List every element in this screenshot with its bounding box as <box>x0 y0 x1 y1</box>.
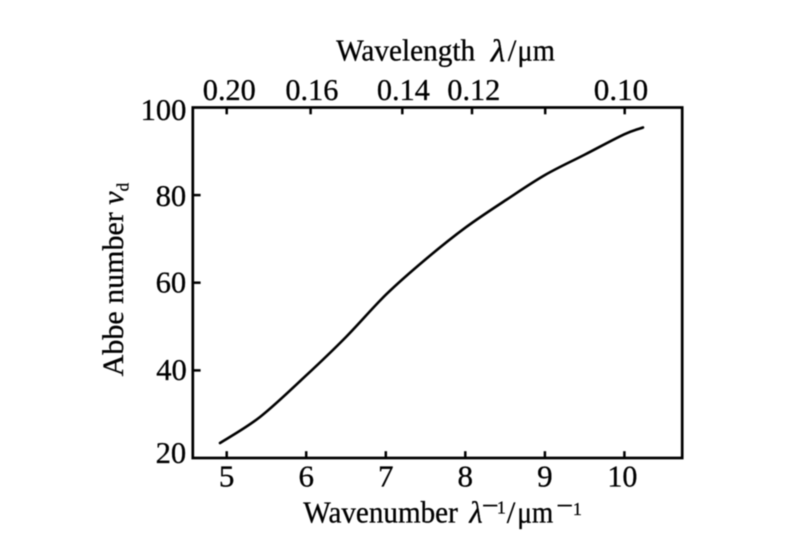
svg-text:5: 5 <box>219 458 235 493</box>
svg-text:60: 60 <box>156 265 187 300</box>
svg-text:Wavelength: Wavelength <box>336 32 475 67</box>
svg-text:0.10: 0.10 <box>594 72 649 107</box>
svg-text:1: 1 <box>497 498 506 518</box>
svg-text:Wavenumber: Wavenumber <box>303 495 458 530</box>
svg-text:−: − <box>482 489 499 522</box>
svg-text:Abbe number νd: Abbe number νd <box>97 182 133 376</box>
svg-text:9: 9 <box>537 458 553 493</box>
svg-text:0.20: 0.20 <box>203 72 256 107</box>
svg-text:7: 7 <box>378 458 394 493</box>
svg-text:/: / <box>507 495 516 530</box>
svg-text:80: 80 <box>156 178 187 213</box>
svg-text:1: 1 <box>573 499 582 519</box>
svg-text:−: − <box>556 489 573 522</box>
svg-text:μm: μm <box>517 495 553 530</box>
svg-text:40: 40 <box>156 352 187 387</box>
svg-text:μm: μm <box>517 32 555 67</box>
svg-text:0.14: 0.14 <box>377 72 430 107</box>
svg-text:100: 100 <box>141 92 187 127</box>
svg-text:10: 10 <box>607 458 637 493</box>
svg-text:0.12: 0.12 <box>447 72 500 107</box>
svg-text:λ: λ <box>468 495 482 530</box>
svg-text:8: 8 <box>458 458 474 493</box>
svg-text:0.16: 0.16 <box>285 72 338 107</box>
svg-text:λ: λ <box>490 32 506 68</box>
svg-text:20: 20 <box>156 435 187 470</box>
svg-text:6: 6 <box>298 458 314 493</box>
svg-text:/: / <box>508 32 517 67</box>
